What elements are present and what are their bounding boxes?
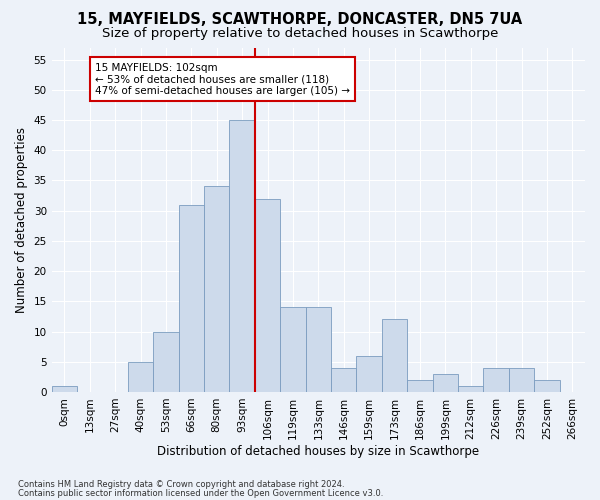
Bar — [458, 386, 484, 392]
Bar — [534, 380, 560, 392]
Bar — [382, 320, 407, 392]
Bar — [509, 368, 534, 392]
X-axis label: Distribution of detached houses by size in Scawthorpe: Distribution of detached houses by size … — [157, 444, 479, 458]
Bar — [52, 386, 77, 392]
Text: Contains public sector information licensed under the Open Government Licence v3: Contains public sector information licen… — [18, 489, 383, 498]
Bar — [305, 308, 331, 392]
Bar — [407, 380, 433, 392]
Bar — [280, 308, 305, 392]
Text: Contains HM Land Registry data © Crown copyright and database right 2024.: Contains HM Land Registry data © Crown c… — [18, 480, 344, 489]
Bar — [433, 374, 458, 392]
Bar — [204, 186, 229, 392]
Text: 15 MAYFIELDS: 102sqm
← 53% of detached houses are smaller (118)
47% of semi-deta: 15 MAYFIELDS: 102sqm ← 53% of detached h… — [95, 62, 350, 96]
Bar — [255, 198, 280, 392]
Bar — [356, 356, 382, 392]
Bar — [153, 332, 179, 392]
Bar — [229, 120, 255, 392]
Text: 15, MAYFIELDS, SCAWTHORPE, DONCASTER, DN5 7UA: 15, MAYFIELDS, SCAWTHORPE, DONCASTER, DN… — [77, 12, 523, 28]
Text: Size of property relative to detached houses in Scawthorpe: Size of property relative to detached ho… — [102, 28, 498, 40]
Bar — [179, 204, 204, 392]
Y-axis label: Number of detached properties: Number of detached properties — [15, 126, 28, 312]
Bar — [128, 362, 153, 392]
Bar — [331, 368, 356, 392]
Bar — [484, 368, 509, 392]
